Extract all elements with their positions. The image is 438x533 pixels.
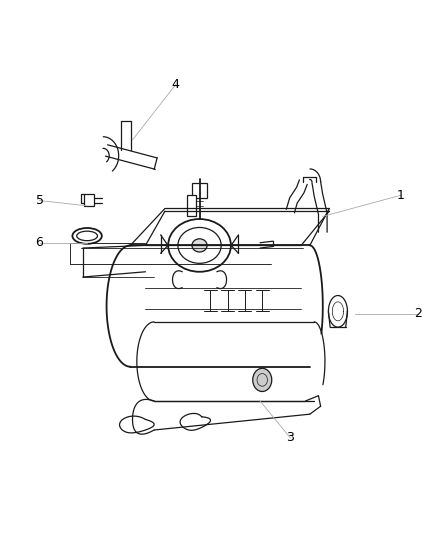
FancyBboxPatch shape <box>84 194 95 206</box>
Text: 6: 6 <box>35 236 43 249</box>
Text: 5: 5 <box>35 194 43 207</box>
FancyBboxPatch shape <box>187 195 196 216</box>
Text: 3: 3 <box>286 431 294 445</box>
Circle shape <box>253 368 272 392</box>
Text: 2: 2 <box>414 308 422 320</box>
Ellipse shape <box>192 239 207 252</box>
Text: 4: 4 <box>172 78 180 91</box>
Text: 1: 1 <box>397 189 405 202</box>
FancyBboxPatch shape <box>192 183 207 198</box>
